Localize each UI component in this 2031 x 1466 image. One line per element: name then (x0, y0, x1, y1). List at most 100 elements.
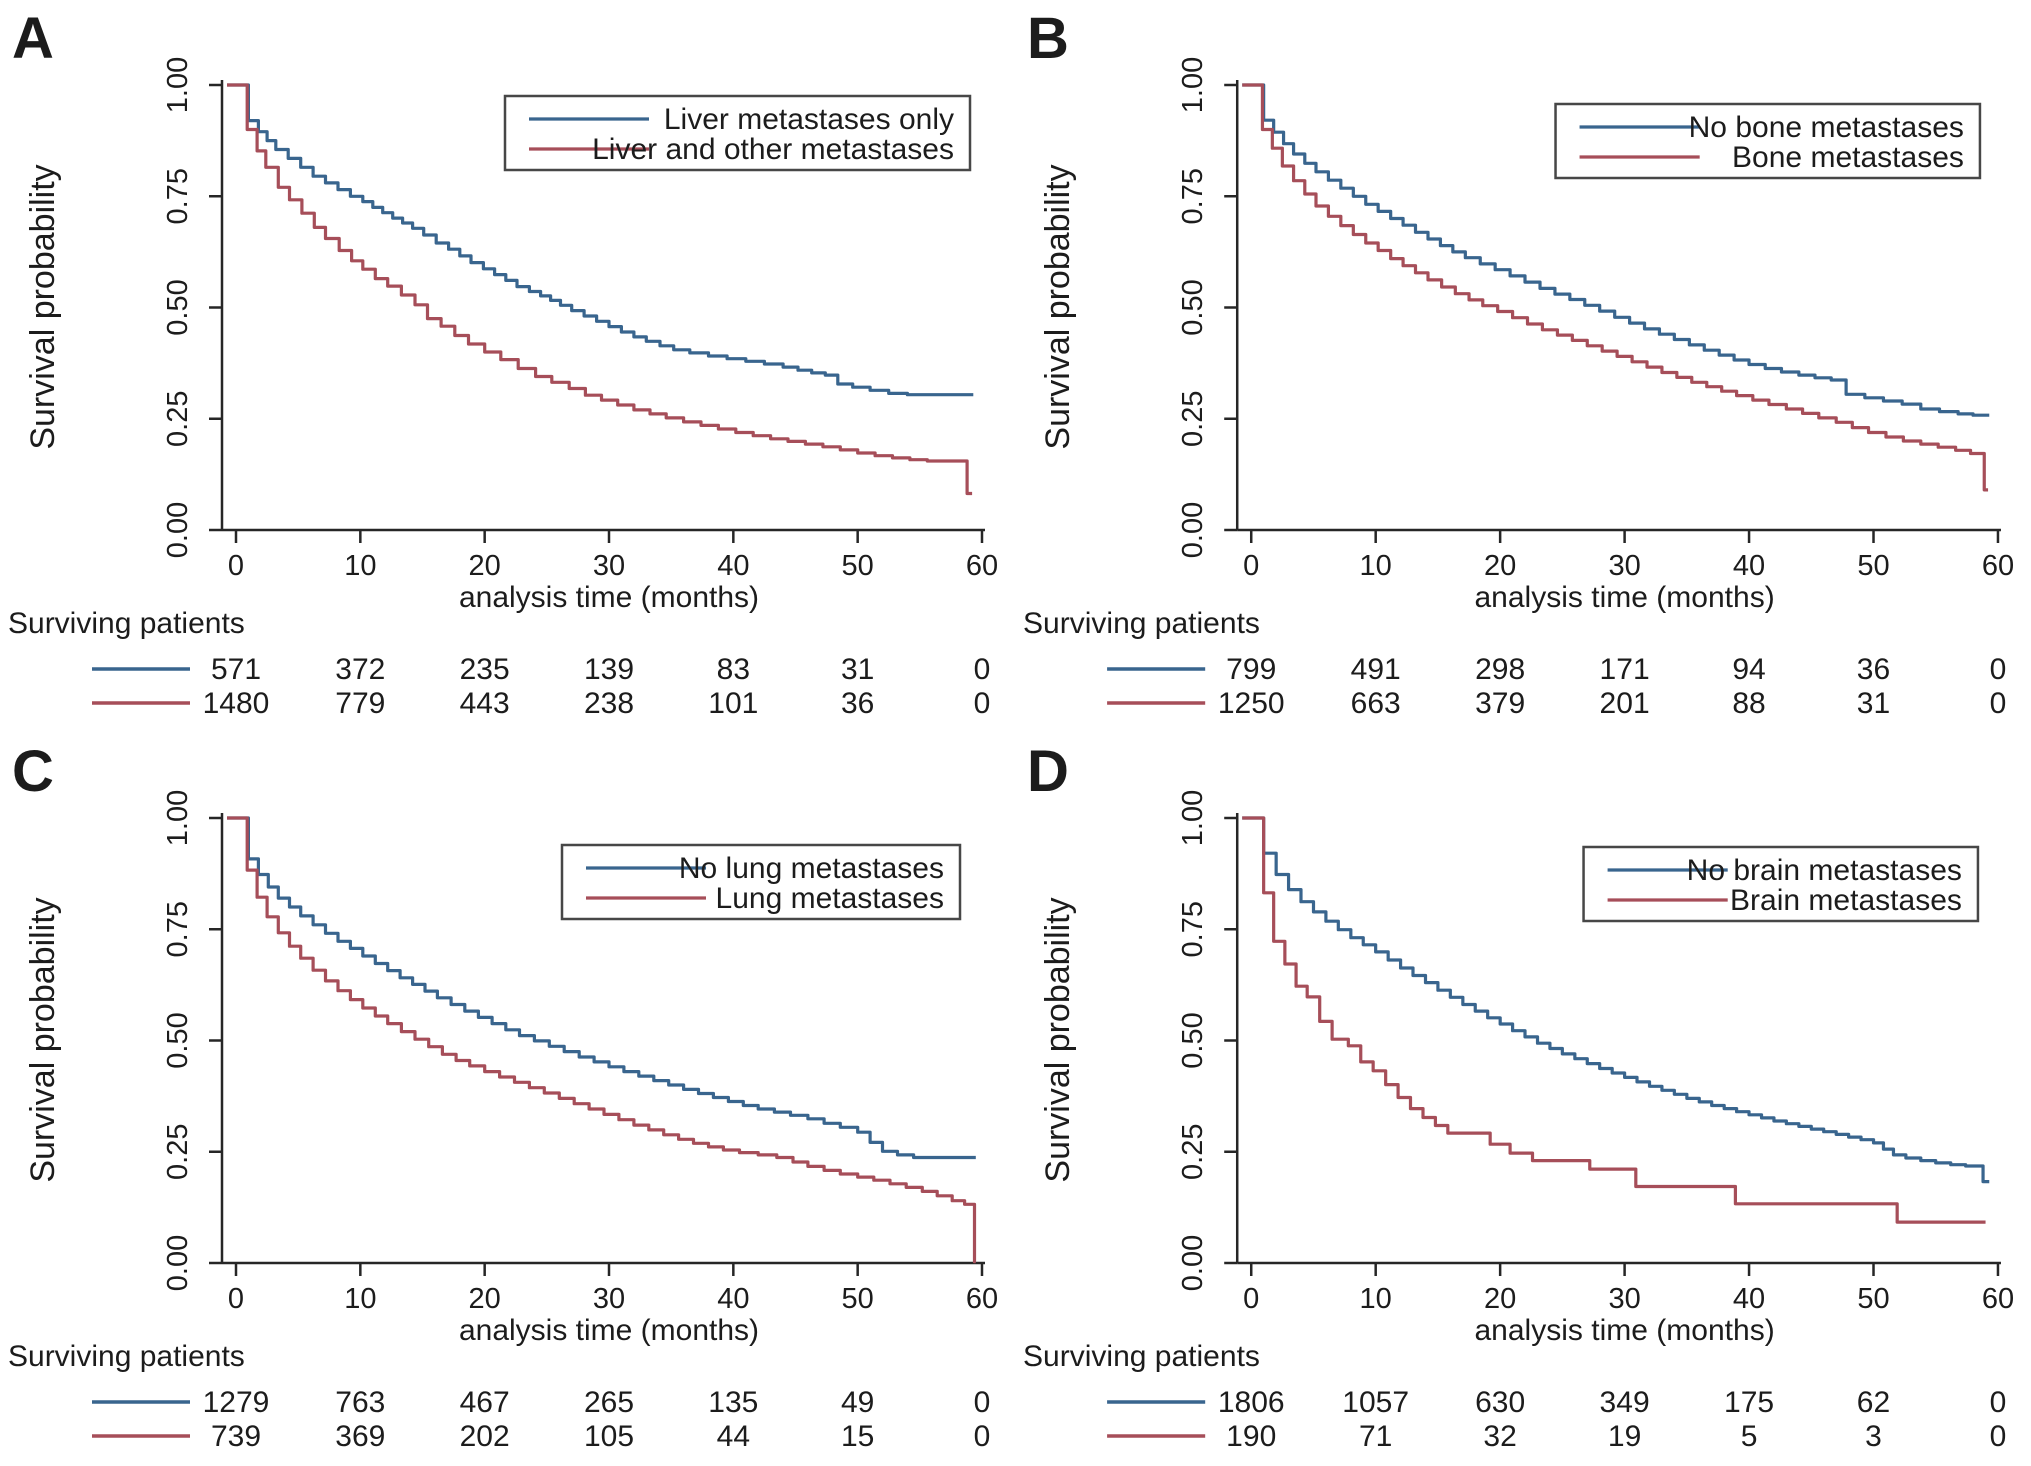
y-axis-title: Survival probability (24, 164, 62, 449)
risk-count-lung-metastases: 15 (841, 1420, 874, 1453)
risk-count-lung-metastases: 739 (211, 1420, 261, 1453)
legend-label-liver-metastases-only: Liver metastases only (664, 103, 954, 136)
risk-count-liver-metastases-only: 235 (460, 653, 510, 686)
legend-box (503, 94, 972, 172)
risk-count-liver-and-other-metastases: 779 (335, 687, 385, 720)
risk-count-lung-metastases: 0 (974, 1420, 991, 1453)
y-axis-title: Survival probability (24, 897, 62, 1182)
legend-label-no-brain-metastases: No brain metastases (1687, 854, 1962, 887)
x-tick-label: 50 (842, 550, 874, 582)
y-tick-label: 1.00 (162, 790, 194, 846)
risk-count-bone-metastases: 1250 (1218, 687, 1285, 720)
risk-count-bone-metastases: 379 (1475, 687, 1525, 720)
x-tick-label: 40 (1733, 550, 1765, 582)
x-tick-label: 60 (966, 550, 998, 582)
x-tick-label: 10 (344, 550, 376, 582)
x-tick-label: 20 (469, 550, 501, 582)
y-tick-label: 0.00 (162, 1235, 194, 1291)
panel-a-chart: A 0.00 0.25 0.50 0.75 1.00 0 10 20 30 40 50 60 Surviv… (8, 6, 998, 720)
risk-count-no-lung-metastases: 763 (335, 1386, 385, 1419)
risk-count-no-bone-metastases: 94 (1732, 653, 1765, 686)
risk-count-liver-and-other-metastases: 36 (841, 687, 874, 720)
y-tick-label: 0.50 (1177, 1012, 1209, 1068)
x-tick-label: 30 (593, 550, 625, 582)
liver-metastases-only-curve (227, 83, 974, 397)
risk-count-no-brain-metastases: 630 (1475, 1386, 1525, 1419)
risk-count-no-bone-metastases: 491 (1351, 653, 1401, 686)
x-axis-title: analysis time (months) (459, 581, 759, 614)
x-tick-label: 50 (1857, 550, 1889, 582)
legend-box (1554, 102, 1982, 180)
x-tick-label: 30 (593, 1283, 625, 1315)
risk-count-brain-metastases: 3 (1865, 1420, 1882, 1453)
risk-count-liver-and-other-metastases: 238 (584, 687, 634, 720)
risk-count-lung-metastases: 369 (335, 1420, 385, 1453)
legend-label-lung-metastases: Lung metastases (716, 882, 944, 915)
risk-count-no-lung-metastases: 265 (584, 1386, 634, 1419)
x-tick-label: 40 (717, 1283, 749, 1315)
x-axis-title: analysis time (months) (1474, 1314, 1774, 1347)
x-tick-label: 0 (1243, 550, 1259, 582)
risk-count-no-bone-metastases: 36 (1857, 653, 1890, 686)
y-tick-label: 0.75 (162, 901, 194, 957)
y-tick-label: 0.50 (1177, 279, 1209, 335)
y-tick-label: 1.00 (162, 57, 194, 113)
risk-table-title: Surviving patients (1023, 1340, 1260, 1373)
panel-letter: A (12, 6, 54, 71)
risk-table-title: Surviving patients (8, 1340, 245, 1373)
x-tick-label: 0 (1243, 1283, 1259, 1315)
x-tick-label: 10 (1360, 550, 1392, 582)
risk-count-liver-metastases-only: 83 (717, 653, 750, 686)
legend-label-bone-metastases: Bone metastases (1732, 141, 1964, 174)
risk-count-no-lung-metastases: 467 (460, 1386, 510, 1419)
legend-label-brain-metastases: Brain metastases (1730, 884, 1962, 917)
x-tick-label: 40 (1733, 1283, 1765, 1315)
y-tick-label: 0.00 (1177, 1235, 1209, 1291)
risk-count-no-lung-metastases: 49 (841, 1386, 874, 1419)
risk-count-lung-metastases: 105 (584, 1420, 634, 1453)
risk-table-title: Surviving patients (1023, 607, 1260, 640)
legend-label-no-bone-metastases: No bone metastases (1689, 111, 1964, 144)
x-tick-label: 20 (1484, 550, 1516, 582)
risk-count-liver-metastases-only: 139 (584, 653, 634, 686)
risk-count-lung-metastases: 44 (717, 1420, 750, 1453)
risk-count-brain-metastases: 5 (1741, 1420, 1758, 1453)
panel-letter: B (1027, 6, 1069, 71)
x-tick-label: 30 (1608, 1283, 1640, 1315)
legend-label-no-lung-metastases: No lung metastases (679, 852, 944, 885)
risk-count-no-lung-metastases: 135 (708, 1386, 758, 1419)
risk-count-no-bone-metastases: 0 (1990, 653, 2007, 686)
x-tick-label: 50 (842, 1283, 874, 1315)
y-tick-label: 0.25 (1177, 1124, 1209, 1180)
y-tick-label: 1.00 (1177, 57, 1209, 113)
y-tick-label: 0.75 (1177, 168, 1209, 224)
bone-metastases-curve (1242, 83, 1989, 492)
risk-count-no-brain-metastases: 62 (1857, 1386, 1890, 1419)
x-tick-label: 30 (1608, 550, 1640, 582)
x-tick-label: 0 (228, 1283, 244, 1315)
risk-count-brain-metastases: 190 (1226, 1420, 1276, 1453)
risk-count-no-brain-metastases: 175 (1724, 1386, 1774, 1419)
panel-letter: D (1027, 739, 1069, 804)
panel-d-chart: D0.000.250.500.751.000 10 20 30 40 50 60Surviv… (1023, 739, 2014, 1453)
panel-b-chart: B 0.00 0.25 0.50 0.75 1.00 0 10 20 30 40 50 60 Surviv… (1023, 6, 2014, 720)
panel-a: A 0.00 0.25 0.50 0.75 1.00 0 10 20 30 40 50 60 Surviv… (0, 0, 1015, 733)
risk-count-brain-metastases: 71 (1359, 1420, 1392, 1453)
no-lung-metastases-curve (227, 816, 976, 1160)
y-tick-label: 0.00 (162, 502, 194, 558)
risk-count-liver-metastases-only: 372 (335, 653, 385, 686)
brain-metastases-curve (1242, 816, 1986, 1224)
legend-label-liver-and-other-metastases: Liver and other metastases (592, 133, 954, 166)
x-tick-label: 60 (966, 1283, 998, 1315)
y-axis-title: Survival probability (1039, 897, 1077, 1182)
x-tick-label: 0 (228, 550, 244, 582)
risk-count-no-brain-metastases: 349 (1600, 1386, 1650, 1419)
risk-count-bone-metastases: 201 (1600, 687, 1650, 720)
risk-count-no-bone-metastases: 171 (1600, 653, 1650, 686)
panel-c-chart: C 0.00 0.25 0.50 0.75 1.00 0 10 20 30 40 50 60 Surviv… (8, 739, 998, 1453)
panel-c: C 0.00 0.25 0.50 0.75 1.00 0 10 20 30 40 50 60 Surviv… (0, 733, 1015, 1466)
x-tick-label: 50 (1857, 1283, 1889, 1315)
panel-d: D 0.00 0.25 0.50 0.75 1.00 0 10 20 30 40 50 60 Surviv… (1015, 733, 2031, 1466)
legend-box (560, 843, 962, 921)
